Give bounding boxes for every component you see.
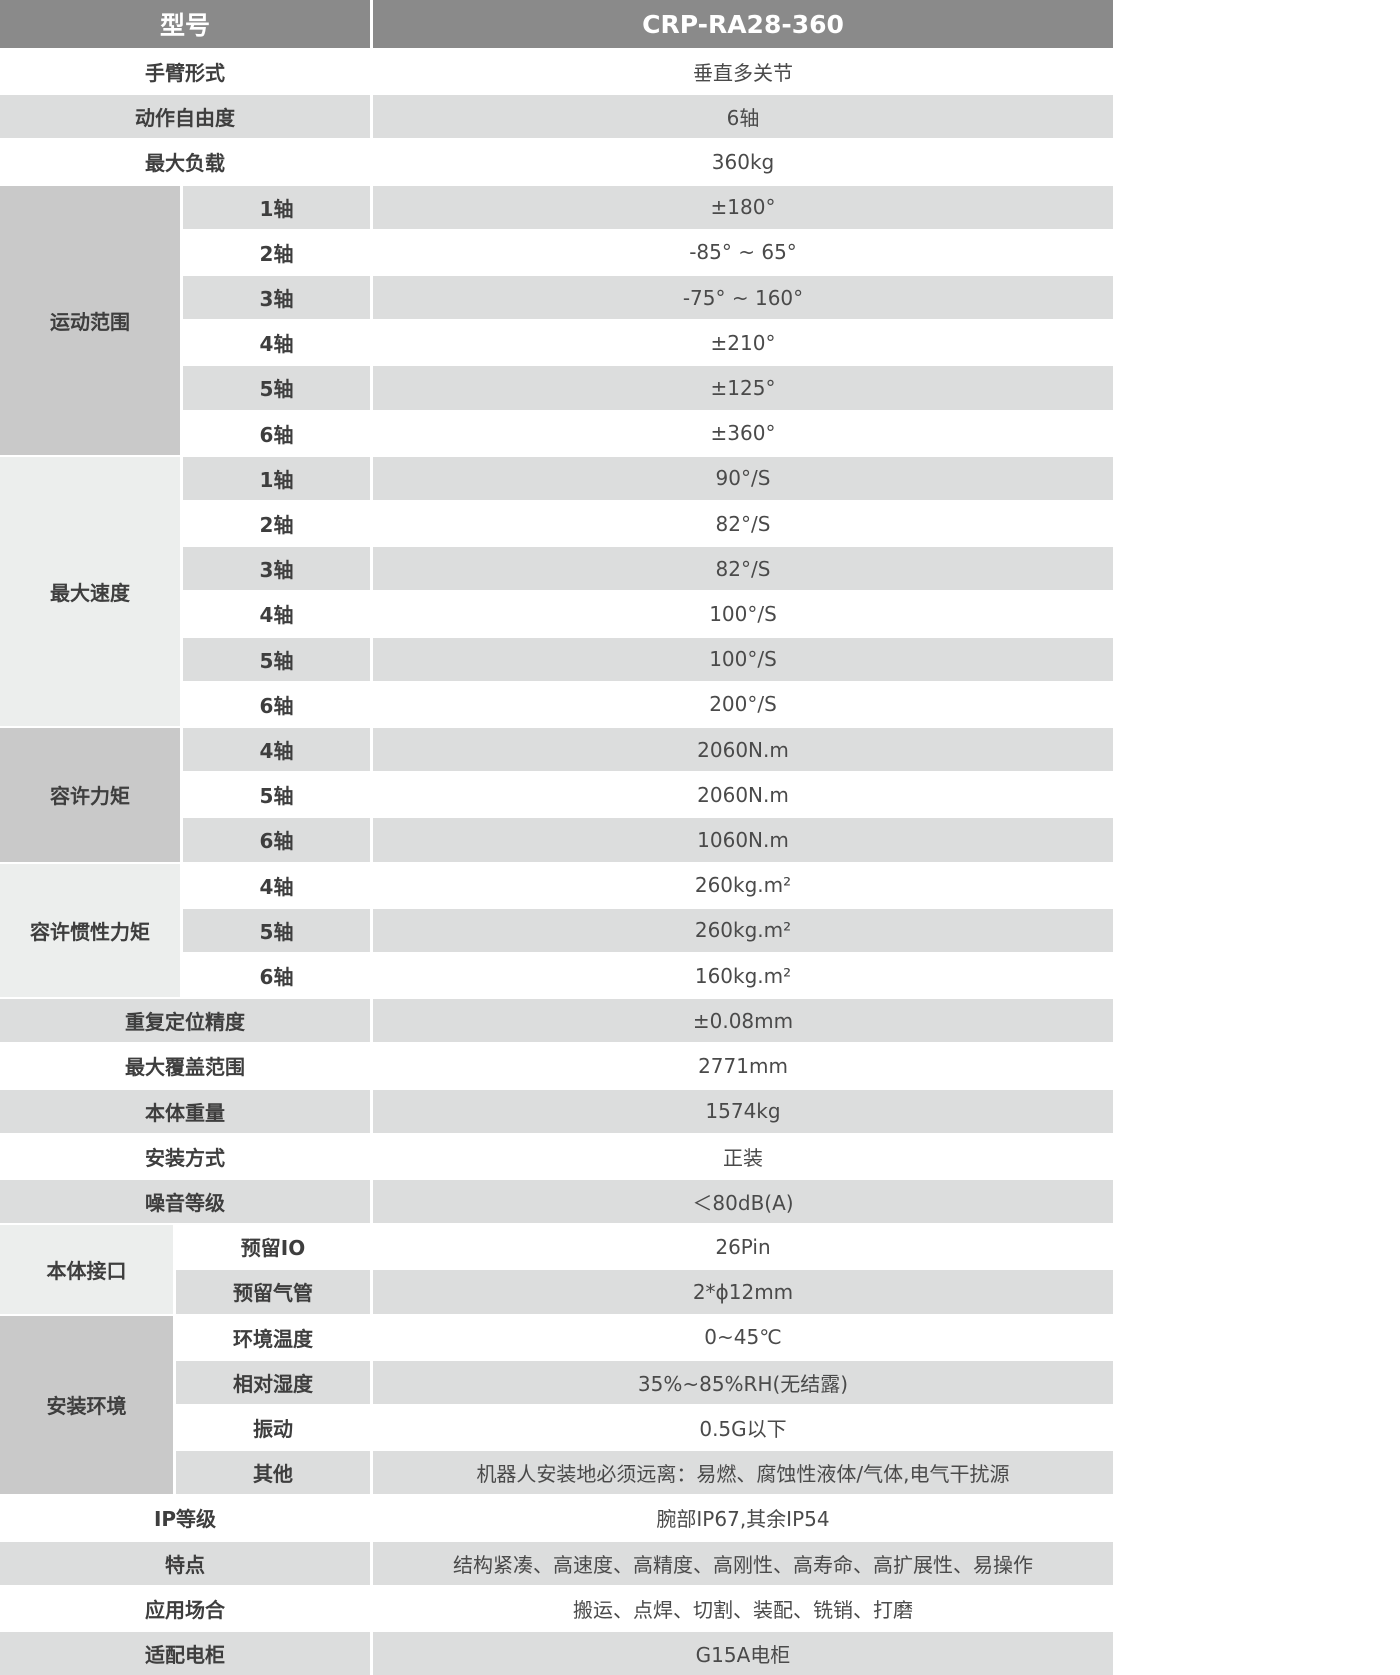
spec-value: 2060N.m xyxy=(373,728,1113,772)
sub-label: 2轴 xyxy=(183,502,370,546)
group-label: 安装环境 xyxy=(0,1315,173,1495)
sub-label: 6轴 xyxy=(183,954,370,998)
spec-value: 100°/S xyxy=(373,592,1113,636)
spec-value: 结构紧凑、高速度、高精度、高刚性、高寿命、高扩展性、易操作 xyxy=(373,1541,1113,1585)
spec-value: G15A电柜 xyxy=(373,1632,1113,1675)
spec-value: ±360° xyxy=(373,411,1113,455)
spec-value: 正装 xyxy=(373,1134,1113,1178)
spec-value: 260kg.m² xyxy=(373,863,1113,907)
sub-label: 4轴 xyxy=(183,728,370,772)
sub-label: 环境温度 xyxy=(176,1315,370,1359)
spec-label: 安装方式 xyxy=(0,1134,370,1178)
sub-label: 3轴 xyxy=(183,547,370,591)
spec-label: 手臂形式 xyxy=(0,50,370,94)
sub-label: 预留气管 xyxy=(176,1270,370,1314)
spec-value: ＜80dB(A) xyxy=(373,1180,1113,1224)
spec-value: 200°/S xyxy=(373,682,1113,726)
spec-label: 最大覆盖范围 xyxy=(0,1044,370,1088)
spec-value: 100°/S xyxy=(373,637,1113,681)
sub-label: 4轴 xyxy=(183,863,370,907)
spec-value: ±210° xyxy=(373,321,1113,365)
spec-value: 垂直多关节 xyxy=(373,50,1113,94)
sub-label: 2轴 xyxy=(183,230,370,274)
spec-value: 35%~85%RH(无结露) xyxy=(373,1360,1113,1404)
sub-label: 5轴 xyxy=(183,773,370,817)
spec-table: 型号 CRP-RA28-360 手臂形式 垂直多关节 动作自由度 6轴 最大负载 360kg 运… xyxy=(0,0,1113,1675)
spec-label: 特点 xyxy=(0,1541,370,1585)
group-label: 运动范围 xyxy=(0,185,180,455)
header-model-value: CRP-RA28-360 xyxy=(373,0,1113,48)
sub-label: 4轴 xyxy=(183,321,370,365)
sub-label: 6轴 xyxy=(183,682,370,726)
sub-label: 5轴 xyxy=(183,908,370,952)
sub-label: 4轴 xyxy=(183,592,370,636)
spec-value: 2060N.m xyxy=(373,773,1113,817)
group-label: 本体接口 xyxy=(0,1225,173,1314)
spec-label: 重复定位精度 xyxy=(0,999,370,1043)
sub-label: 5轴 xyxy=(183,366,370,410)
spec-label: 动作自由度 xyxy=(0,95,370,139)
spec-value: ±0.08mm xyxy=(373,999,1113,1043)
spec-value: 机器人安装地必须远离：易燃、腐蚀性液体/气体,电气干扰源 xyxy=(373,1451,1113,1495)
sub-label: 3轴 xyxy=(183,276,370,320)
spec-label: 最大负载 xyxy=(0,140,370,184)
sub-label: 其他 xyxy=(176,1451,370,1495)
spec-value: 1574kg xyxy=(373,1089,1113,1133)
spec-value: 360kg xyxy=(373,140,1113,184)
group-label: 容许力矩 xyxy=(0,728,180,862)
spec-value: 6轴 xyxy=(373,95,1113,139)
spec-value: 82°/S xyxy=(373,502,1113,546)
spec-label: IP等级 xyxy=(0,1496,370,1540)
sub-label: 6轴 xyxy=(183,411,370,455)
spec-value: 2771mm xyxy=(373,1044,1113,1088)
sub-label: 预留IO xyxy=(176,1225,370,1269)
spec-label: 本体重量 xyxy=(0,1089,370,1133)
sub-label: 相对湿度 xyxy=(176,1360,370,1404)
spec-value: ±125° xyxy=(373,366,1113,410)
spec-value: -75° ~ 160° xyxy=(373,276,1113,320)
spec-value: 82°/S xyxy=(373,547,1113,591)
spec-value: ±180° xyxy=(373,185,1113,229)
group-label: 容许惯性力矩 xyxy=(0,863,180,998)
sub-label: 1轴 xyxy=(183,185,370,229)
spec-value: 腕部IP67,其余IP54 xyxy=(373,1496,1113,1540)
spec-value: 90°/S xyxy=(373,456,1113,500)
sub-label: 振动 xyxy=(176,1406,370,1450)
sub-label: 6轴 xyxy=(183,818,370,862)
spec-value: 2*ϕ12mm xyxy=(373,1270,1113,1314)
sub-label: 5轴 xyxy=(183,637,370,681)
spec-label: 应用场合 xyxy=(0,1586,370,1630)
spec-value: 160kg.m² xyxy=(373,954,1113,998)
spec-value: 0~45℃ xyxy=(373,1315,1113,1359)
spec-value: 1060N.m xyxy=(373,818,1113,862)
spec-value: 搬运、点焊、切割、装配、铣销、打磨 xyxy=(373,1586,1113,1630)
header-model-label: 型号 xyxy=(0,0,370,48)
spec-value: 26Pin xyxy=(373,1225,1113,1269)
spec-value: -85° ~ 65° xyxy=(373,230,1113,274)
group-label: 最大速度 xyxy=(0,456,180,726)
spec-label: 适配电柜 xyxy=(0,1632,370,1675)
spec-label: 噪音等级 xyxy=(0,1180,370,1224)
spec-value: 0.5G以下 xyxy=(373,1406,1113,1450)
sub-label: 1轴 xyxy=(183,456,370,500)
spec-value: 260kg.m² xyxy=(373,908,1113,952)
